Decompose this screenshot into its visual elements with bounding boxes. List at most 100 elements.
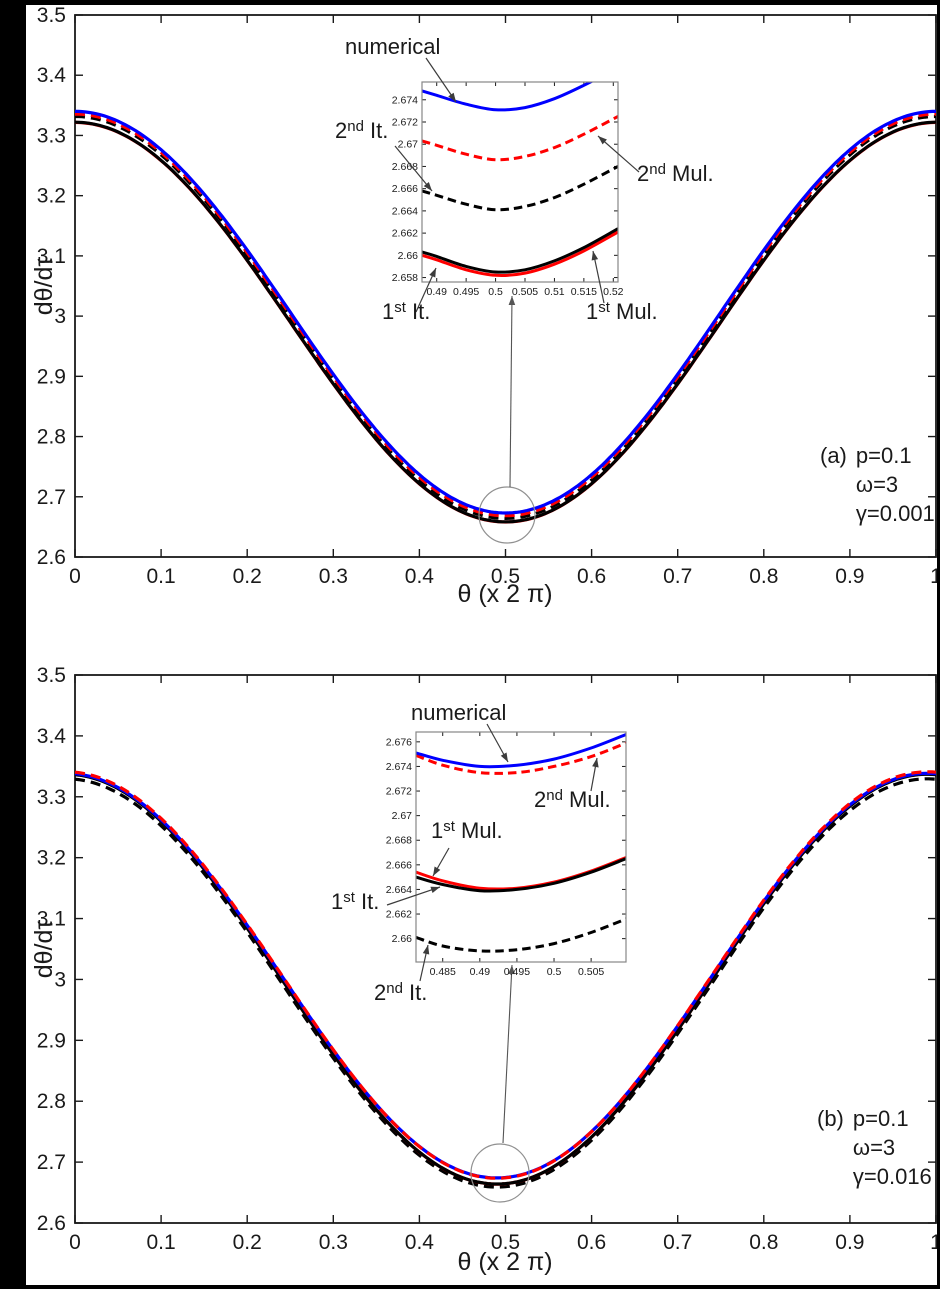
- y-axis-label-b-text: dθ/dτ: [29, 919, 58, 979]
- callout-2nd-mul-a: 2nd Mul.: [637, 161, 714, 187]
- curve-2nd-it-b: [75, 777, 936, 1189]
- callout-1st-it-a-sup: st: [394, 299, 406, 316]
- y-tick-label: 2.8: [37, 1090, 66, 1113]
- x-tick-label: 0.5: [491, 1231, 520, 1254]
- callout-2nd-it-b-base: 2: [374, 980, 387, 1005]
- annotation-a-tag: (a): [820, 443, 847, 468]
- inset-x-tick-label: 0.515: [571, 286, 597, 298]
- y-tick-label: 3: [54, 305, 66, 328]
- inset-x-tick-label: 0.505: [512, 286, 538, 298]
- inset-x-tick-label: 0.49: [470, 966, 491, 978]
- inset-curve-numerical-b: [416, 733, 626, 769]
- x-tick-label: 0: [69, 565, 81, 588]
- inset-background: [416, 732, 626, 962]
- zoom-connector-b: [502, 964, 513, 1144]
- callout-1st-it-a-base: 1: [382, 299, 395, 324]
- y-axis-label-b: dθ/dτ: [29, 869, 59, 1029]
- callout-arrow-first_it-b: [386, 886, 441, 906]
- x-tick-label: 0.8: [749, 1231, 778, 1254]
- x-tick-label: 0.1: [146, 565, 175, 588]
- callout-arrow-second_it-b-head: [422, 945, 430, 955]
- x-tick-label: 0.7: [663, 1231, 692, 1254]
- curve-numerical-a: [75, 109, 936, 515]
- y-tick-label: 2.8: [37, 426, 66, 449]
- inset-curve-1st-mul-b: [416, 857, 626, 893]
- y-axis-label-a-text: dθ/dτ: [29, 256, 58, 316]
- annotation-b-lines: p=0.1 ω=3 γ=0.016: [853, 1104, 932, 1191]
- callout-2nd-mul-a-rest: Mul.: [665, 161, 714, 186]
- callout-arrow-first_it-b-head: [430, 886, 440, 894]
- inset-curve-2nd-it-a: [422, 165, 618, 212]
- x-axis-label-b: θ (x 2 π): [395, 1248, 615, 1277]
- inset-a: 0.49 0.495 0.5 0.505 0.51 0.515 0.522.6582.662…: [392, 81, 624, 298]
- callout-arrow-first_it-a-head: [429, 268, 436, 278]
- figure-border-bottom: [0, 1285, 940, 1289]
- curve-2nd-mul-a: [75, 112, 936, 518]
- y-tick-label: 2.6: [37, 1212, 66, 1235]
- annotation-a-line-omega: ω=3: [855, 472, 899, 497]
- inset-y-tick-label: 2.676: [386, 736, 412, 748]
- inset-curve-2nd-it-b: [416, 917, 626, 953]
- x-axis-label-a: θ (x 2 π): [395, 580, 615, 609]
- callout-1st-mul-b-sup: st: [443, 818, 455, 835]
- annotation-b-line-omega: ω=3: [852, 1135, 896, 1160]
- callout-2nd-mul-b-rest: Mul.: [562, 787, 611, 812]
- figure-border-right: [937, 0, 940, 1289]
- callout-1st-mul-a-sup: st: [598, 299, 610, 316]
- y-tick-label: 3.3: [37, 786, 66, 809]
- y-tick-label: 3: [54, 968, 66, 991]
- y-axis-label-a: dθ/dτ: [29, 206, 59, 366]
- callout-1st-mul-b-base: 1: [431, 818, 444, 843]
- x-tick-label: 0: [69, 1231, 81, 1254]
- callout-1st-mul-b: 1st Mul.: [431, 818, 503, 844]
- inset-x-tick-label: 0.495: [504, 966, 530, 978]
- panel-b: 0 0.1 0.2 0.3 0.4 0.5 0.6 0.7 0.8 0.9 1 2.6 2.7 2.8 2.…: [37, 664, 940, 1254]
- x-tick-label: 0.1: [146, 1231, 175, 1254]
- inset-y-tick-label: 2.668: [386, 835, 412, 847]
- annotation-b-line-gamma: γ=0.016: [852, 1164, 932, 1189]
- inset-y-tick-label: 2.66: [392, 933, 413, 945]
- annotation-a-line-gamma: γ=0.001: [855, 501, 935, 526]
- inset-y-tick-label: 2.658: [392, 272, 418, 284]
- callout-numerical-b: numerical: [411, 700, 506, 726]
- zoom-connector-a: [509, 295, 513, 488]
- x-tick-label: 1: [930, 1231, 940, 1254]
- callout-1st-it-b: 1st It.: [331, 889, 379, 915]
- inset-y-tick-label: 2.672: [386, 786, 412, 798]
- callout-2nd-it-b-rest: It.: [402, 980, 428, 1005]
- inset-y-tick-label: 2.67: [398, 139, 419, 151]
- callout-2nd-mul-a-base: 2: [637, 161, 650, 186]
- callout-2nd-it-a: 2nd It.: [335, 118, 388, 144]
- inset-x-tick-label: 0.505: [578, 966, 604, 978]
- callout-1st-it-b-base: 1: [331, 889, 344, 914]
- inset-y-tick-label: 2.67: [392, 810, 413, 822]
- panel-a: 0 0.1 0.2 0.3 0.4 0.5 0.6 0.7 0.8 0.9 1 2.6 2.7 2.8 2.…: [37, 4, 940, 588]
- inset-y-tick-label: 2.662: [392, 228, 418, 240]
- y-tick-label: 3.1: [37, 908, 66, 931]
- inset-background: [422, 82, 618, 282]
- y-tick-label: 2.7: [37, 486, 66, 509]
- callout-arrow-second_mul-a-head: [598, 136, 607, 145]
- annotation-a: (a) p=0.1 ω=3 γ=0.001: [820, 441, 935, 528]
- curve-2nd-mul-b: [75, 770, 936, 1180]
- inset-curve-2nd-mul-a: [422, 115, 618, 162]
- zoom-connector-a-head: [508, 296, 516, 306]
- callout-arrow-numerical-b-head: [500, 752, 508, 762]
- callout-1st-it-b-sup: st: [343, 889, 355, 906]
- callout-1st-mul-a-base: 1: [586, 299, 599, 324]
- inset-y-tick-label: 2.672: [392, 117, 418, 129]
- inset-x-tick-label: 0.495: [453, 286, 479, 298]
- inset-x-tick-label: 0.5: [488, 286, 503, 298]
- callout-2nd-it-b: 2nd It.: [374, 980, 427, 1006]
- callout-arrow-first_mul-a-head: [591, 251, 599, 261]
- y-tick-label: 3.3: [37, 124, 66, 147]
- callout-1st-it-a: 1st It.: [382, 299, 430, 325]
- y-tick-label: 3.4: [37, 725, 67, 748]
- inset-x-tick-label: 0.49: [426, 286, 447, 298]
- callout-2nd-mul-b-sup: nd: [546, 787, 563, 804]
- y-tick-label: 2.6: [37, 546, 66, 569]
- inset-frame-b: [415, 731, 627, 963]
- y-tick-label: 3.5: [37, 4, 66, 27]
